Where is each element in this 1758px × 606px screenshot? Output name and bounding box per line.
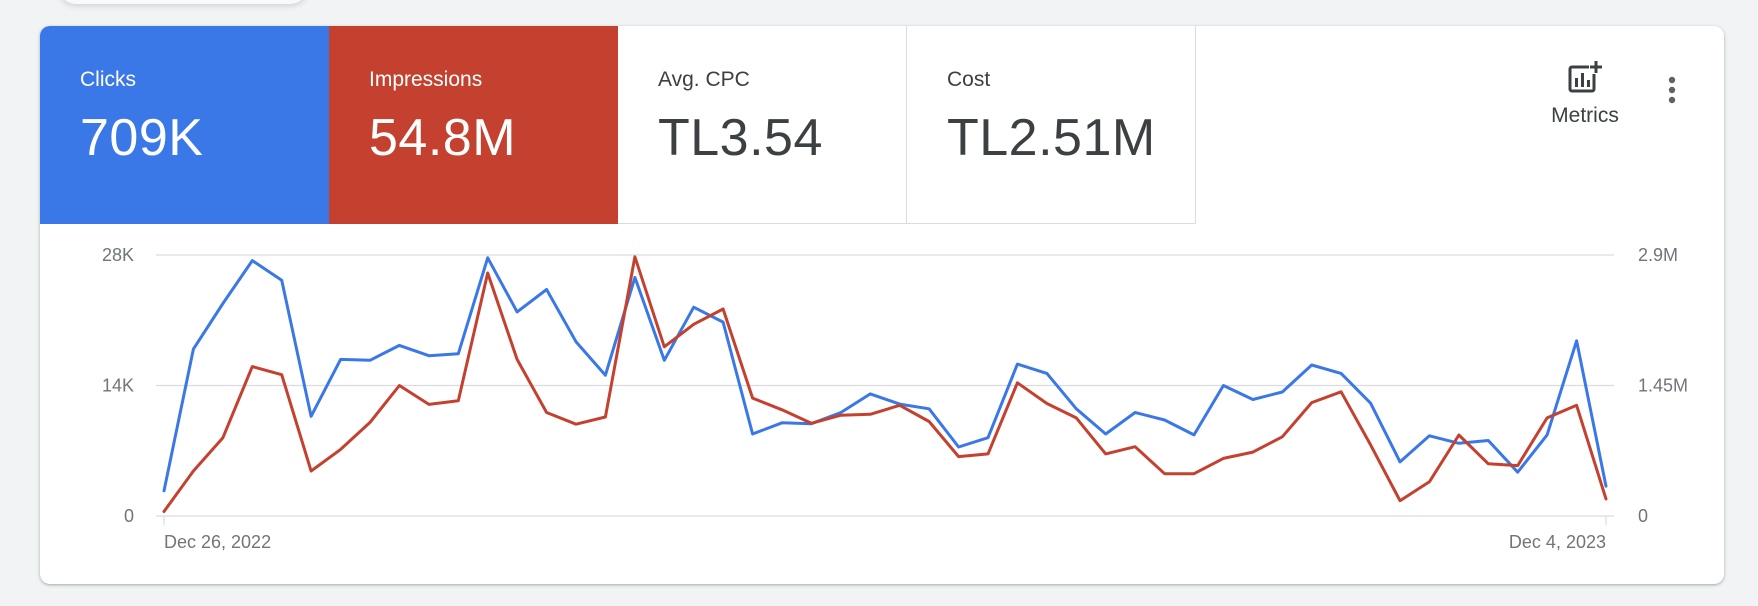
more-options-button[interactable]: [1657, 70, 1687, 110]
scorecard-row: Clicks 709K Impressions 54.8M Avg. CPC T…: [40, 26, 1196, 224]
series-line-clicks: [162, 256, 1608, 493]
more-vert-icon: [1668, 76, 1676, 104]
y-right-tick-label: 1.45M: [1638, 376, 1688, 396]
scorecard-label: Cost: [947, 68, 991, 91]
series-line-impressions: [162, 255, 1608, 513]
y-right-tick-label: 0: [1638, 506, 1648, 526]
performance-card: Clicks 709K Impressions 54.8M Avg. CPC T…: [40, 26, 1724, 584]
scorecard-value: TL2.51M: [947, 109, 1156, 167]
metrics-button[interactable]: Metrics: [1540, 60, 1630, 180]
add-chart-icon: [1568, 60, 1603, 93]
scorecard-cost[interactable]: Cost TL2.51M: [907, 26, 1196, 224]
scorecard-value: 54.8M: [369, 109, 517, 167]
y-left-tick-label: 28K: [102, 245, 134, 265]
scorecard-avg-cpc[interactable]: Avg. CPC TL3.54: [618, 26, 907, 224]
performance-chart: 0 0 14K 1.45M 28K 2.9M Dec 26, 2022 Dec 4, 2023: [102, 245, 1688, 552]
scorecard-impressions[interactable]: Impressions 54.8M: [329, 26, 618, 224]
scorecard-label: Impressions: [369, 68, 483, 91]
y-right-tick-label: 2.9M: [1638, 245, 1678, 265]
scorecard-value: TL3.54: [658, 109, 823, 167]
x-tick-label-end: Dec 4, 2023: [1509, 532, 1606, 552]
scorecard-value: 709K: [80, 109, 204, 167]
tab-shadow: [58, 0, 308, 4]
y-left-tick-label: 14K: [102, 376, 134, 396]
y-left-tick-label: 0: [124, 506, 134, 526]
scorecard-clicks[interactable]: Clicks 709K: [40, 26, 329, 224]
scorecard-label: Clicks: [80, 68, 136, 91]
metrics-label: Metrics: [1551, 104, 1619, 127]
scorecard-label: Avg. CPC: [658, 68, 750, 91]
x-tick-label-start: Dec 26, 2022: [164, 532, 271, 552]
